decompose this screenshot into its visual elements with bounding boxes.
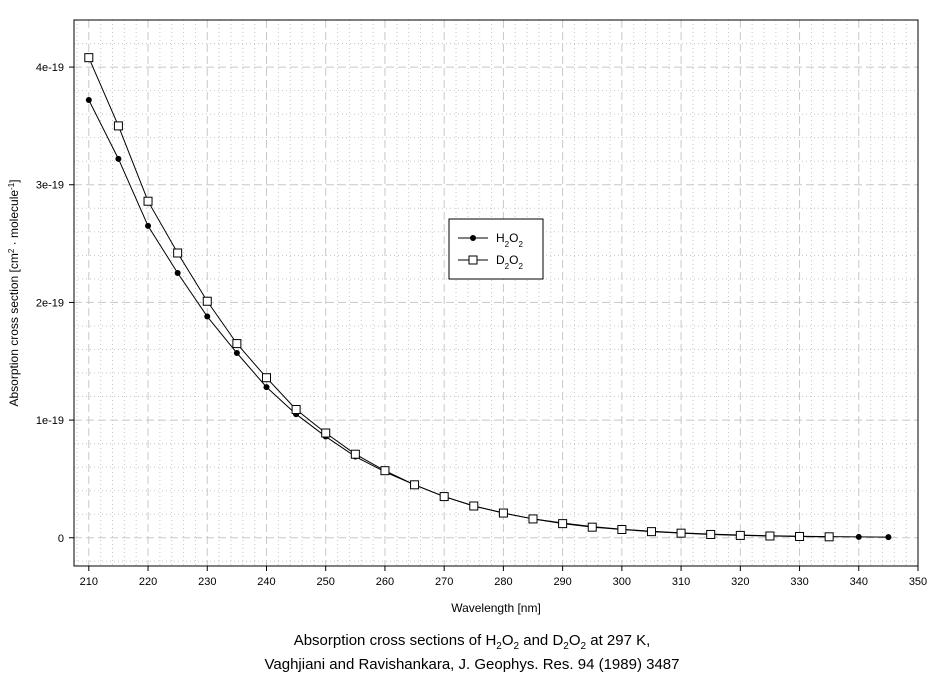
absorption-chart: 210 220 230 240 250 260 270 280 290 300 310 320 330 3… xyxy=(7,19,927,615)
x-tick-label: 250 xyxy=(317,576,335,588)
x-tick-label: 330 xyxy=(790,576,808,588)
data-point xyxy=(113,121,123,131)
data-point xyxy=(558,519,568,529)
x-tick-label: 280 xyxy=(494,576,512,588)
y-axis: 0 1e-19 2e-19 3e-19 4e-19 xyxy=(36,62,74,545)
legend-box xyxy=(448,218,544,280)
data-point xyxy=(795,531,805,541)
data-point xyxy=(233,350,240,357)
x-tick-label: 270 xyxy=(435,576,453,588)
x-tick-label: 350 xyxy=(909,576,927,588)
x-tick-label: 320 xyxy=(731,576,749,588)
series-d2o2 xyxy=(84,53,834,542)
data-point xyxy=(885,534,892,541)
data-point xyxy=(439,492,449,502)
data-point xyxy=(173,248,183,258)
data-point xyxy=(350,449,360,459)
data-point xyxy=(676,528,686,538)
data-point xyxy=(263,384,270,391)
major-grid xyxy=(74,20,918,566)
x-tick-label: 210 xyxy=(80,576,98,588)
x-tick-label: 230 xyxy=(198,576,216,588)
series-h2o2 xyxy=(85,97,892,541)
series-layer xyxy=(84,53,892,542)
data-point xyxy=(321,428,331,438)
x-tick-label: 260 xyxy=(376,576,394,588)
data-point xyxy=(646,527,656,537)
x-tick-label: 220 xyxy=(139,576,157,588)
x-axis: 210 220 230 240 250 260 270 280 290 300 310 320 330 3… xyxy=(80,566,927,588)
data-point xyxy=(85,97,92,104)
data-point xyxy=(587,522,597,532)
data-point xyxy=(469,501,479,511)
data-point xyxy=(202,296,212,306)
data-point xyxy=(824,532,834,542)
y-tick-label: 3e-19 xyxy=(36,180,64,192)
legend-marker xyxy=(468,255,478,265)
data-point xyxy=(145,222,152,229)
data-point xyxy=(174,269,181,276)
y-tick-label: 1e-19 xyxy=(36,415,64,427)
minor-grid xyxy=(74,19,918,566)
data-point xyxy=(410,480,420,490)
plot-frame xyxy=(73,19,919,567)
series-line xyxy=(88,57,830,538)
caption-line-2: Vaghjiani and Ravishankara, J. Geophys. … xyxy=(264,656,680,673)
data-point xyxy=(765,531,775,541)
legend-label: D2O2 xyxy=(496,253,523,271)
data-point xyxy=(617,525,627,535)
y-axis-label: Absorption cross section [cm2 · molecule… xyxy=(7,179,22,406)
data-point xyxy=(855,533,862,540)
data-point xyxy=(84,53,94,63)
caption-line-1: Absorption cross sections of H2O2 and D2… xyxy=(293,632,651,652)
x-tick-label: 290 xyxy=(553,576,571,588)
legend: H2O2 D2O2 xyxy=(448,218,544,280)
x-tick-label: 310 xyxy=(672,576,690,588)
y-tick-label: 2e-19 xyxy=(36,297,64,309)
x-tick-label: 340 xyxy=(850,576,868,588)
data-point xyxy=(204,313,211,320)
x-tick-label: 300 xyxy=(613,576,631,588)
data-point xyxy=(498,508,508,518)
data-point xyxy=(528,514,538,524)
data-point xyxy=(706,529,716,539)
y-tick-label: 4e-19 xyxy=(36,62,64,74)
data-point xyxy=(291,404,301,414)
x-axis-label: Wavelength [nm] xyxy=(451,601,541,615)
data-point xyxy=(735,530,745,540)
y-tick-label: 0 xyxy=(58,533,64,545)
data-point xyxy=(232,339,242,349)
data-point xyxy=(380,466,390,476)
x-tick-label: 240 xyxy=(257,576,275,588)
data-point xyxy=(115,155,122,162)
legend-marker xyxy=(470,235,476,241)
data-point xyxy=(143,196,153,206)
data-point xyxy=(261,373,271,383)
legend-label: H2O2 xyxy=(496,231,523,249)
